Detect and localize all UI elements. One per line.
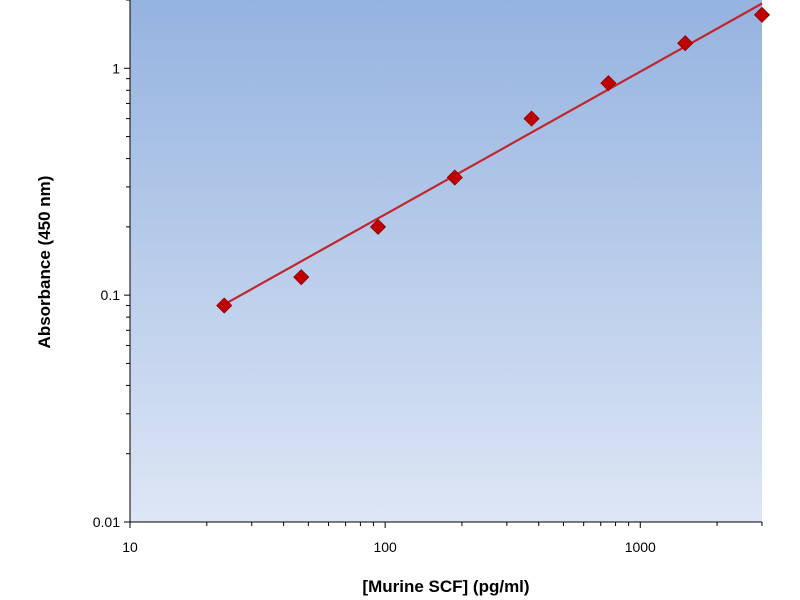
- plot-area: [130, 0, 762, 522]
- axes: [124, 0, 763, 528]
- data-point: [216, 297, 233, 314]
- y-tick-label: 0.1: [101, 287, 121, 303]
- tick-labels: 10 100 1000 0.01 0.1 1: [93, 60, 656, 555]
- x-tick-label: 1000: [625, 539, 656, 555]
- data-points-layer: [216, 6, 771, 314]
- fit-line: [223, 2, 763, 306]
- data-point: [446, 169, 463, 186]
- data-point: [677, 35, 694, 52]
- y-tick-label: 0.01: [93, 514, 120, 530]
- y-tick-label: 1: [112, 60, 120, 76]
- data-point: [369, 218, 387, 235]
- x-axis-title: [Murine SCF] (pg/ml): [362, 577, 529, 596]
- data-point: [600, 75, 617, 92]
- fit-line-layer: [223, 2, 763, 306]
- data-point: [523, 110, 540, 127]
- data-point: [753, 6, 771, 23]
- data-point: [293, 269, 310, 286]
- x-tick-label: 100: [373, 539, 397, 555]
- x-tick-label: 10: [122, 539, 138, 555]
- y-axis-title: Absorbance (450 nm): [35, 176, 54, 349]
